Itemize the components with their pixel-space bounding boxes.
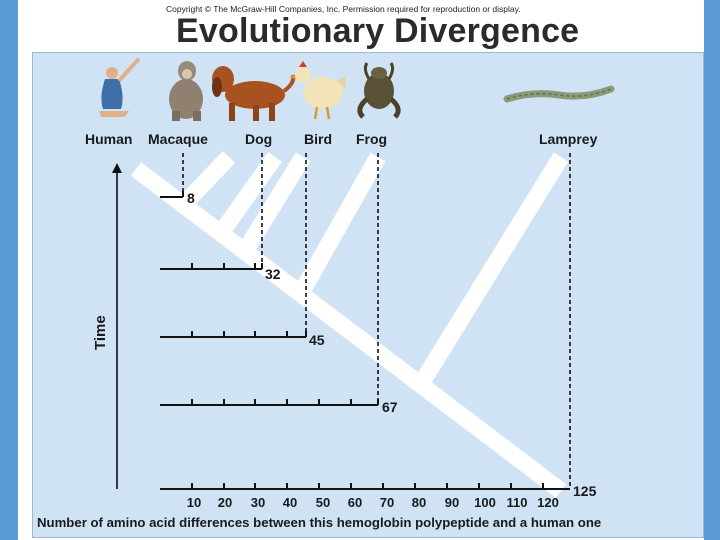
branch-frog (293, 152, 386, 298)
species-label-frog: Frog (356, 131, 387, 147)
time-axis: Time (92, 163, 122, 489)
divergence-diagram: Time Human Macaque Dog Bird Frog Lamprey (37, 57, 615, 530)
slide-title: Evolutionary Divergence (176, 12, 580, 50)
species-label-lamprey: Lamprey (539, 131, 598, 147)
x-tick-label: 90 (445, 495, 459, 510)
difference-line-bird (160, 331, 307, 338)
dog-icon (212, 66, 296, 121)
x-tick-label: 30 (251, 495, 265, 510)
x-axis-label: Number of amino acid differences between… (37, 515, 601, 530)
x-tick-label: 20 (218, 495, 232, 510)
x-axis-scale (191, 483, 544, 489)
species-label-bird: Bird (304, 131, 332, 147)
y-axis-label: Time (92, 315, 109, 350)
difference-line-dog (160, 263, 263, 270)
difference-line-macaque (160, 191, 184, 198)
difference-value-lamprey: 125 (573, 483, 597, 499)
macaque-icon (169, 61, 203, 121)
difference-lines (160, 191, 570, 490)
lamprey-icon (503, 85, 615, 103)
divergence-figure: Time Human Macaque Dog Bird Frog Lamprey (32, 52, 704, 538)
x-tick-label: 120 (537, 495, 559, 510)
species-label-human: Human (85, 131, 132, 147)
x-tick-label: 40 (283, 495, 297, 510)
tree-branches (130, 151, 569, 498)
difference-values: 8 32 45 67 125 (187, 190, 597, 499)
x-tick-label: 60 (348, 495, 362, 510)
difference-value-bird: 45 (309, 332, 325, 348)
branch-dog (214, 152, 282, 238)
branch-lamprey (413, 152, 569, 389)
copyright-notice: Copyright © The McGraw-Hill Companies, I… (166, 4, 521, 14)
difference-value-dog: 32 (265, 266, 281, 282)
x-tick-label: 50 (316, 495, 330, 510)
x-tick-label: 110 (507, 495, 528, 510)
dashed-drop-lines (182, 153, 571, 489)
x-tick-label: 100 (474, 495, 496, 510)
x-tick-label: 70 (380, 495, 394, 510)
branch-bird (237, 152, 311, 256)
bird-icon (289, 61, 346, 120)
difference-line-frog (160, 399, 379, 406)
x-tick-label: 10 (187, 495, 201, 510)
difference-value-macaque: 8 (187, 190, 195, 206)
species-label-dog: Dog (245, 131, 272, 147)
frog-icon (357, 62, 401, 119)
branch-macaque (176, 151, 236, 211)
x-tick-label: 80 (412, 495, 426, 510)
species-label-macaque: Macaque (148, 131, 208, 147)
difference-value-frog: 67 (382, 399, 398, 415)
species-labels: Human Macaque Dog Bird Frog Lamprey (85, 131, 598, 147)
tree-trunk (130, 162, 567, 498)
human-icon (99, 57, 141, 117)
x-axis-tick-labels: 10 20 30 40 50 60 70 80 90 100 110 120 (187, 495, 559, 510)
